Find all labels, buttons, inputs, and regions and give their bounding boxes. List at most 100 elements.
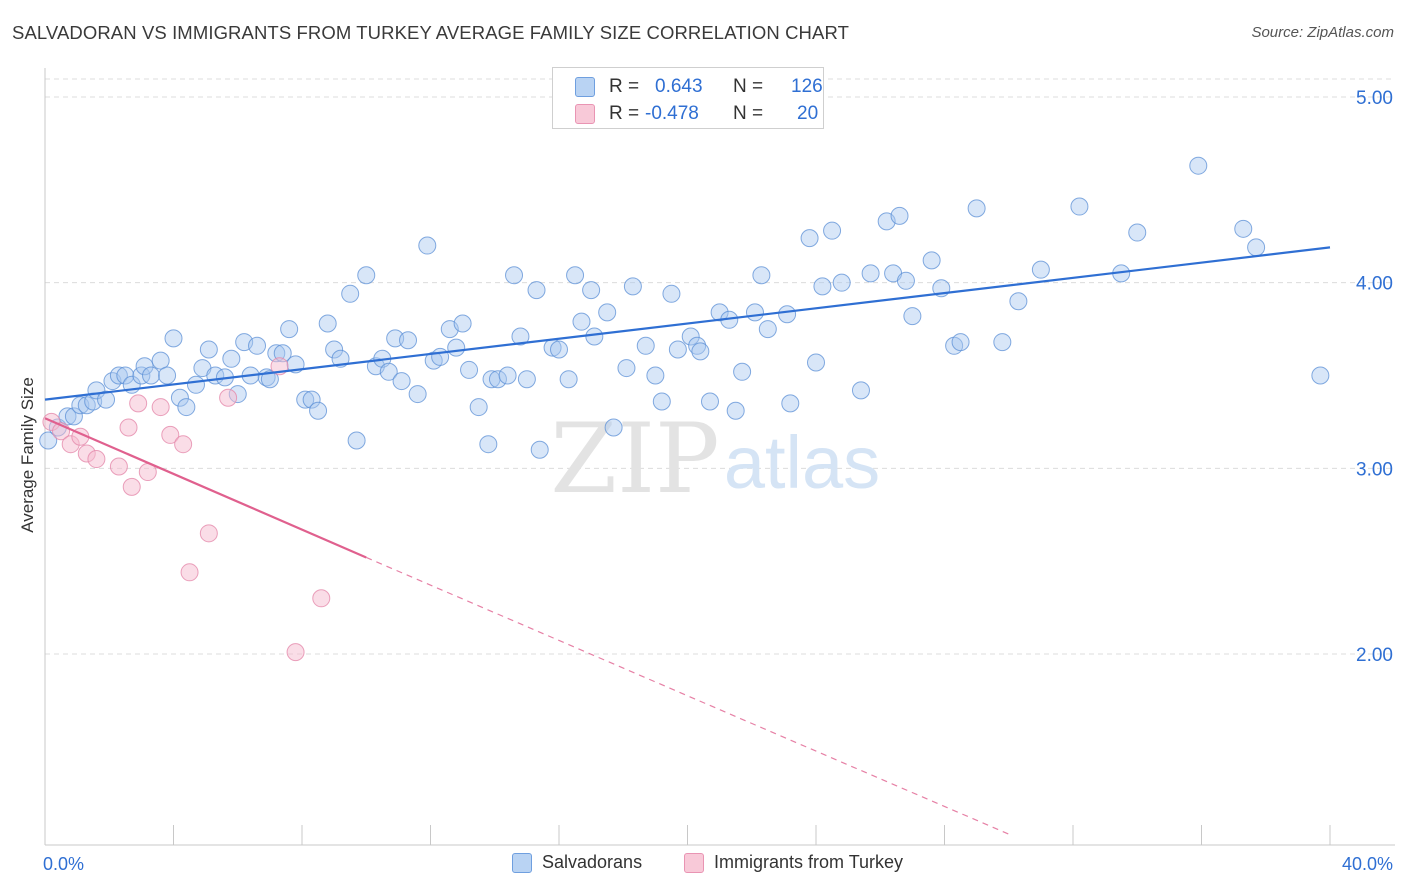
data-point-salvadoran: [39, 431, 58, 450]
data-point-salvadoran: [652, 392, 671, 411]
data-point-salvadoran: [700, 392, 719, 411]
legend-n-label: N =: [733, 103, 764, 124]
data-point-salvadoran: [733, 362, 752, 381]
data-point-salvadoran: [1247, 238, 1266, 257]
data-point-salvadoran: [691, 342, 710, 361]
data-point-salvadoran: [341, 284, 360, 303]
trend-lines: [44, 246, 1331, 835]
data-point-salvadoran: [177, 398, 196, 417]
data-point-salvadoran: [851, 381, 870, 400]
data-point-turkey: [219, 388, 238, 407]
data-point-salvadoran: [1031, 260, 1050, 279]
data-point-salvadoran: [408, 385, 427, 404]
y-tick-label: 3.00: [1356, 459, 1393, 480]
data-point-salvadoran: [681, 327, 700, 346]
data-point-salvadoran: [1311, 366, 1330, 385]
data-point-salvadoran: [781, 394, 800, 413]
data-point-salvadoran: [186, 375, 205, 394]
data-point-salvadoran: [488, 370, 507, 389]
data-point-salvadoran: [142, 366, 161, 385]
data-point-salvadoran: [164, 329, 183, 348]
data-point-salvadoran: [1189, 156, 1208, 175]
legend-r-value: -0.478: [645, 103, 699, 124]
data-point-salvadoran: [550, 340, 568, 359]
data-point-salvadoran: [511, 327, 530, 346]
watermark-atlas: atlas: [724, 421, 880, 504]
legend-swatch-pink: [575, 104, 595, 124]
bottom-legend-label: Salvadorans: [542, 852, 643, 872]
data-point-salvadoran: [993, 333, 1012, 352]
data-point-salvadoran: [222, 349, 241, 368]
data-point-salvadoran: [109, 366, 128, 385]
data-point-salvadoran: [710, 303, 729, 322]
data-point-salvadoran: [399, 331, 418, 350]
data-point-salvadoran: [58, 407, 77, 426]
data-point-salvadoran: [280, 320, 299, 339]
data-point-salvadoran: [752, 266, 771, 285]
legend-n-value: 126: [791, 76, 823, 97]
data-point-salvadoran: [527, 281, 546, 300]
data-point-salvadoran: [460, 360, 479, 379]
data-point-salvadoran: [604, 418, 623, 437]
data-point-salvadoran: [505, 266, 524, 285]
trend-line-turkey: [44, 417, 367, 559]
data-point-salvadoran: [318, 314, 337, 333]
data-point-salvadoran: [248, 336, 267, 355]
bottom-legend-swatch-pink: [684, 853, 704, 873]
data-point-salvadoran: [617, 359, 636, 378]
data-point-salvadoran: [572, 312, 591, 331]
data-point-salvadoran: [967, 199, 986, 218]
y-tick-label: 4.00: [1356, 274, 1393, 295]
bottom-legend-label: Immigrants from Turkey: [714, 852, 904, 872]
data-point-salvadoran: [302, 390, 321, 409]
data-point-salvadoran: [431, 347, 450, 366]
data-point-salvadoran: [861, 264, 880, 283]
data-point-salvadoran: [726, 401, 745, 420]
data-point-salvadoran: [379, 362, 398, 381]
data-point-salvadoran: [585, 327, 604, 346]
data-point-salvadoran: [325, 340, 344, 359]
legend-swatch-blue: [575, 77, 595, 97]
data-point-salvadoran: [903, 307, 922, 326]
legend-r-value: 0.643: [655, 76, 703, 97]
data-point-salvadoran: [151, 351, 170, 370]
data-point-salvadoran: [517, 370, 536, 389]
data-point-salvadoran: [688, 336, 707, 355]
data-point-salvadoran: [646, 366, 665, 385]
data-point-salvadoran: [813, 277, 832, 296]
tick-labels: 2.00 3.00 4.00 5.00 0.0% 40.0%: [43, 88, 1393, 874]
data-point-salvadoran: [668, 340, 687, 359]
data-point-salvadoran: [158, 366, 177, 385]
data-point-salvadoran: [922, 251, 941, 270]
data-point-salvadoran: [199, 340, 218, 359]
data-point-salvadoran: [453, 314, 472, 333]
data-point-salvadoran: [758, 320, 777, 339]
legend-n-label: N =: [733, 76, 764, 97]
data-point-salvadoran: [598, 303, 617, 322]
data-point-turkey: [87, 450, 106, 469]
data-point-salvadoran: [559, 370, 578, 389]
data-point-turkey: [129, 394, 148, 413]
data-point-salvadoran: [1128, 223, 1147, 242]
series-salvadorans: [39, 156, 1330, 459]
data-point-turkey: [119, 418, 138, 437]
series-immigrants-from-turkey: [42, 357, 331, 662]
data-point-salvadoran: [97, 390, 116, 409]
data-point-turkey: [286, 643, 305, 662]
data-point-turkey: [180, 563, 199, 582]
data-point-turkey: [151, 398, 170, 417]
data-point-salvadoran: [745, 303, 764, 322]
trend-line-salvadorans: [44, 246, 1331, 401]
legend-r-label: R =: [609, 76, 640, 97]
data-point-turkey: [174, 435, 193, 454]
data-point-salvadoran: [890, 206, 909, 225]
data-point-salvadoran: [582, 281, 601, 300]
data-point-turkey: [312, 589, 331, 608]
data-point-salvadoran: [479, 435, 498, 454]
data-point-turkey: [122, 477, 141, 496]
legend-n-value: 20: [797, 103, 819, 124]
data-point-salvadoran: [170, 388, 189, 407]
data-point-salvadoran: [498, 366, 517, 385]
data-point-salvadoran: [566, 266, 585, 285]
